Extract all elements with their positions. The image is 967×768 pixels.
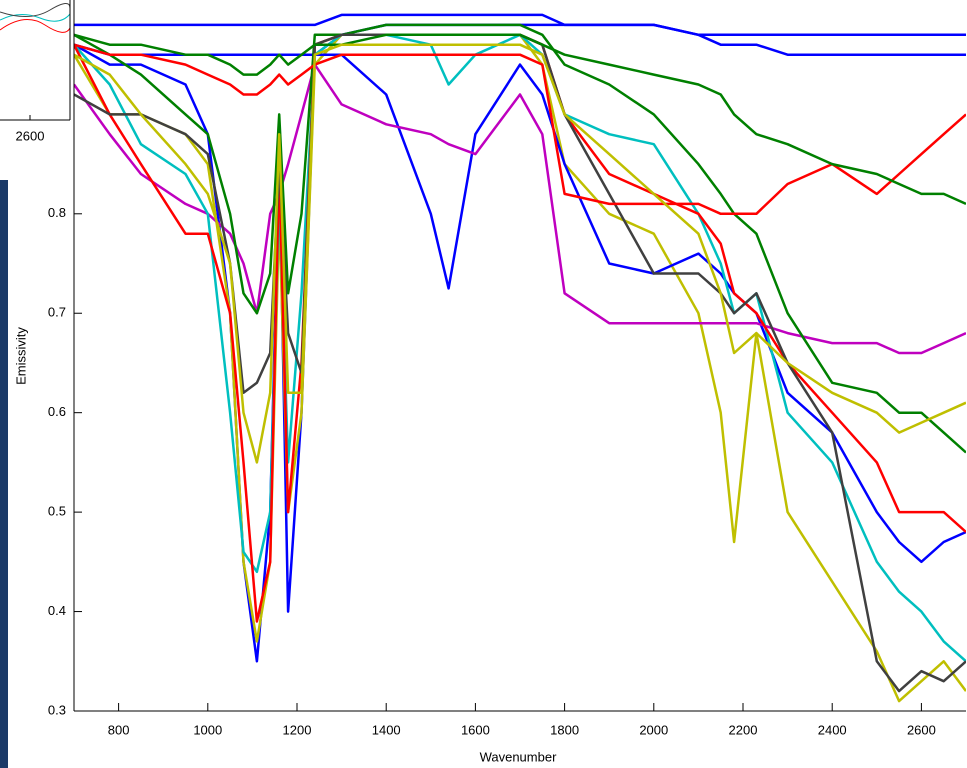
- spectrum-line: [74, 43, 966, 464]
- inset-chart: 2600: [0, 0, 71, 143]
- spectrum-line: [74, 33, 966, 206]
- side-strip: [0, 180, 8, 768]
- x-tick-label: 1600: [461, 722, 490, 737]
- x-tick-label: 2000: [639, 722, 668, 737]
- x-axis-label: Wavenumber: [480, 749, 557, 764]
- x-tick-label: 1000: [193, 722, 222, 737]
- x-tick-label: 1400: [372, 722, 401, 737]
- spectrum-line: [74, 13, 966, 37]
- spectrum-line: [74, 43, 966, 216]
- y-tick-label: 0.3: [48, 702, 66, 717]
- x-tick-label: 800: [108, 722, 130, 737]
- x-tick-label: 2600: [907, 722, 936, 737]
- spectrum-line: [74, 23, 966, 454]
- inset-tick-label: 2600: [16, 128, 45, 143]
- inset-line: [0, 3, 71, 17]
- spectrum-line: [74, 33, 966, 663]
- inset-line: [0, 13, 71, 22]
- y-tick-label: 0.8: [48, 205, 66, 220]
- y-tick-label: 0.7: [48, 305, 66, 320]
- x-tick-label: 1800: [550, 722, 579, 737]
- y-tick-label: 0.6: [48, 404, 66, 419]
- spectrum-line: [74, 43, 966, 564]
- inset-line: [0, 19, 71, 33]
- x-tick-label: 1200: [283, 722, 312, 737]
- x-tick-label: 2400: [818, 722, 847, 737]
- y-axis-label: Emissivity: [13, 327, 28, 385]
- plot-lines: [74, 13, 966, 703]
- y-tick-label: 0.4: [48, 603, 66, 618]
- y-tick-label: 0.5: [48, 504, 66, 519]
- x-tick-label: 2200: [729, 722, 758, 737]
